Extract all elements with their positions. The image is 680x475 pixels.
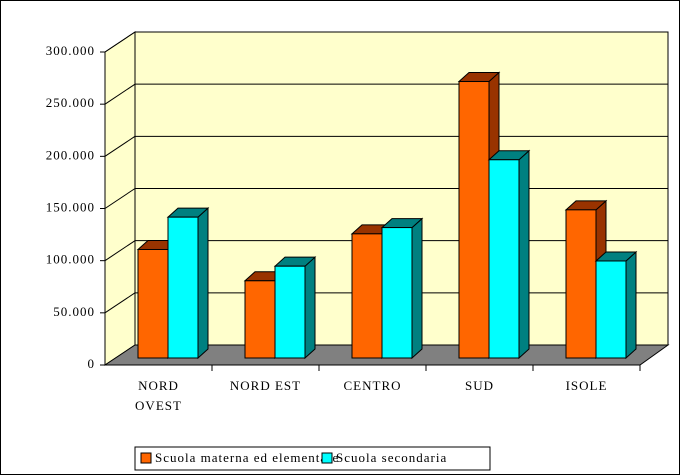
bar-side (625, 250, 637, 360)
grid-line (104, 135, 136, 157)
legend-box (134, 446, 491, 471)
y-tick-label: 300.000 (46, 43, 95, 58)
x-tick-label: SUD (464, 378, 494, 393)
grid-line (104, 240, 136, 262)
x-tick-label: NORD OVEST (135, 378, 182, 413)
bar-side (304, 256, 316, 360)
bar-front (351, 233, 383, 359)
y-tick-label: 250.000 (46, 95, 95, 110)
bar-front (381, 227, 413, 359)
grid-line (104, 188, 136, 209)
bar-side (197, 207, 209, 360)
bar-front (458, 81, 490, 359)
legend-label: Scuola secondaria (336, 450, 447, 465)
legend-swatch (321, 452, 333, 464)
y-tick-label: 100.000 (46, 252, 95, 267)
grid-line (104, 292, 136, 314)
bar (273, 256, 317, 360)
bar-front (595, 260, 627, 359)
bar-front (274, 265, 306, 359)
bar (380, 217, 424, 360)
bar (594, 250, 638, 360)
grid-line (104, 83, 136, 105)
bar-front (137, 248, 169, 359)
bar-front (488, 159, 520, 359)
legend-label: Scuola materna ed elementare (155, 450, 339, 465)
y-tick-label: 50.000 (53, 304, 95, 319)
y-tick-label: 150.000 (46, 199, 95, 214)
grid-line (104, 31, 136, 53)
bar-front (167, 216, 199, 359)
bar-side (518, 149, 530, 360)
y-tick-label: 200.000 (46, 147, 95, 162)
x-tick-label: CENTRO (343, 378, 402, 393)
y-tick-label: 0 (88, 356, 96, 371)
bar-front (565, 209, 597, 359)
bar (487, 149, 531, 360)
bar-side (411, 217, 423, 360)
legend-swatch (140, 452, 152, 464)
x-tick-label: NORD EST (229, 378, 302, 393)
bar-front (244, 280, 276, 359)
x-tick-label: ISOLE (565, 378, 608, 393)
bar (166, 207, 210, 360)
